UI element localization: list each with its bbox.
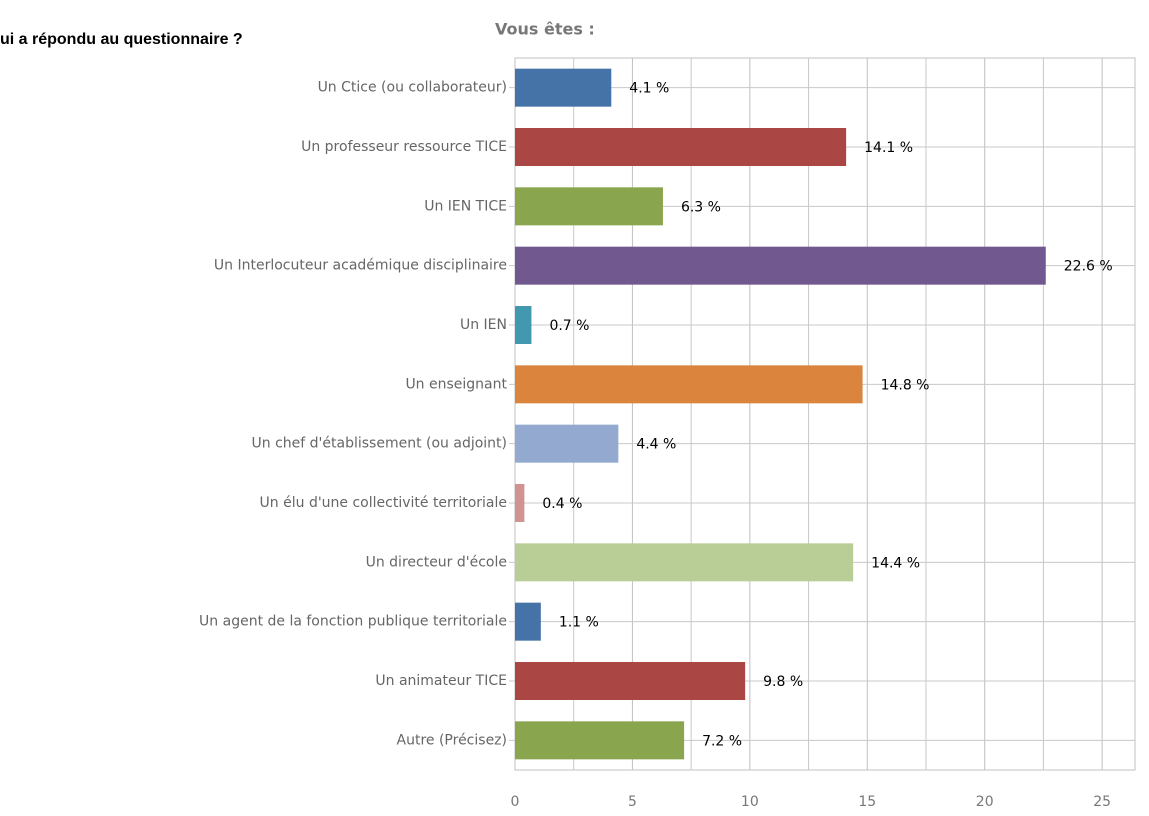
bar	[515, 543, 854, 582]
chart-title: Vous êtes :	[495, 20, 595, 39]
value-label: 14.4 %	[871, 555, 920, 571]
y-tick-label: Un IEN	[460, 317, 507, 333]
bar	[515, 128, 847, 166]
bar	[515, 365, 863, 404]
value-label: 9.8 %	[763, 674, 803, 690]
x-tick-label: 5	[628, 794, 637, 810]
value-label: 6.3 %	[681, 199, 721, 215]
value-label: 14.1 %	[864, 140, 913, 156]
y-tick-label: Un professeur ressource TICE	[301, 139, 507, 155]
bar	[515, 306, 532, 344]
x-tick-label: 25	[1093, 794, 1111, 810]
value-label: 0.4 %	[542, 496, 582, 512]
value-label: 14.8 %	[881, 377, 930, 393]
bar	[515, 662, 746, 700]
y-tick-label: Un enseignant	[405, 376, 507, 392]
bar	[515, 484, 525, 522]
bar	[515, 187, 663, 226]
y-tick-label: Un animateur TICE	[375, 673, 507, 689]
y-tick-label: Un directeur d'école	[366, 554, 507, 570]
y-tick-label: Un agent de la fonction publique territo…	[199, 614, 507, 630]
value-label: 4.4 %	[636, 437, 676, 453]
y-tick-label: Autre (Précisez)	[397, 732, 507, 748]
value-label: 22.6 %	[1064, 259, 1113, 275]
y-tick-label: Un élu d'une collectivité territoriale	[260, 495, 507, 511]
bar	[515, 602, 541, 641]
x-tick-label: 20	[976, 794, 994, 810]
value-label: 1.1 %	[559, 615, 599, 631]
value-label: 7.2 %	[702, 733, 742, 749]
y-tick-label: Un Interlocuteur académique disciplinair…	[214, 258, 507, 274]
y-tick-label: Un Ctice (ou collaborateur)	[318, 80, 507, 96]
heading: ui a répondu au questionnaire ?	[0, 31, 243, 48]
bar	[515, 246, 1046, 285]
x-tick-label: 15	[858, 794, 876, 810]
bar	[515, 68, 612, 107]
bar	[515, 424, 619, 463]
y-tick-label: Un IEN TICE	[424, 198, 507, 214]
x-tick-label: 0	[511, 794, 520, 810]
value-label: 0.7 %	[549, 318, 589, 334]
value-label: 4.1 %	[629, 81, 669, 97]
plot-area	[514, 57, 1136, 771]
x-tick-label: 10	[741, 794, 759, 810]
y-tick-label: Un chef d'établissement (ou adjoint)	[252, 436, 507, 452]
bar	[515, 721, 685, 760]
